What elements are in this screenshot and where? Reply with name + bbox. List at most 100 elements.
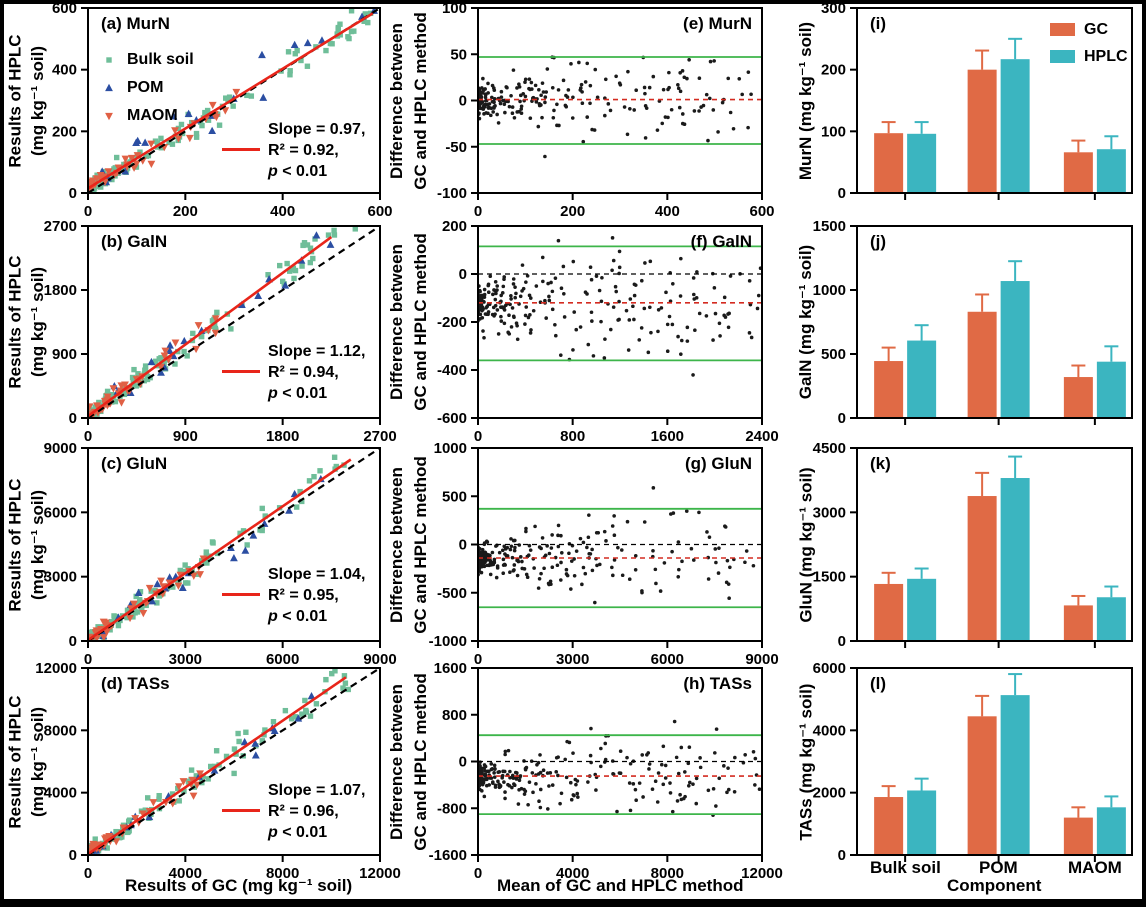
svg-text:8000: 8000 (266, 865, 299, 882)
svg-text:100: 100 (442, 0, 467, 17)
svg-text:400: 400 (655, 203, 680, 220)
fit-stats-c: Slope = 1.04, R² = 0.95, p < 0.01 (222, 564, 365, 627)
svg-text:-50: -50 (445, 139, 467, 156)
svg-text:9000: 9000 (44, 440, 77, 457)
svg-text:8000: 8000 (44, 722, 77, 739)
svg-text:4000: 4000 (169, 865, 202, 882)
svg-text:-200: -200 (437, 314, 467, 331)
y-axis-label: (mg kg⁻¹ soil) (28, 45, 48, 157)
svg-text:200: 200 (560, 203, 585, 220)
svg-text:200: 200 (173, 203, 198, 220)
svg-text:-400: -400 (437, 362, 467, 379)
y-axis-label: Difference between (386, 244, 406, 400)
fit-line-swatch (222, 148, 260, 151)
r2-text: R² = 0.94, (268, 364, 339, 381)
legend-item-gc: GC (1050, 16, 1128, 43)
svg-text:800: 800 (442, 707, 467, 724)
p-value-text: p < 0.01 (268, 385, 328, 402)
svg-text:4000: 4000 (813, 722, 846, 739)
method-legend: GC HPLC (1050, 16, 1128, 70)
panel-e-title: (e) MurN (683, 14, 752, 33)
legend-item-bulk-soil: Bulk soil (102, 46, 194, 74)
svg-text:2400: 2400 (745, 428, 778, 445)
slope-text: Slope = 0.97, (268, 121, 366, 138)
svg-text:0: 0 (69, 633, 77, 650)
svg-text:8000: 8000 (651, 865, 684, 882)
svg-text:1600: 1600 (434, 660, 467, 677)
panel-j-title: (j) (870, 232, 887, 251)
figure-background (4, 4, 1142, 899)
fit-stats-a: Slope = 0.97, R² = 0.92, p < 0.01 (222, 119, 366, 182)
svg-text:0: 0 (69, 847, 77, 864)
svg-text:0: 0 (459, 93, 467, 110)
bulk-soil-marker-icon (102, 53, 116, 67)
svg-text:0: 0 (838, 847, 846, 864)
svg-text:600: 600 (367, 203, 392, 220)
panel-b-title: (b) GalN (101, 232, 168, 251)
svg-text:600: 600 (52, 0, 77, 17)
y-axis-label: GalN (mg kg⁻¹ soil) (796, 244, 816, 400)
svg-text:12000: 12000 (35, 660, 77, 677)
y-axis-label: Results of HPLC (5, 255, 25, 389)
svg-text:-100: -100 (437, 185, 467, 202)
svg-text:0: 0 (838, 410, 846, 427)
svg-text:0: 0 (838, 633, 846, 650)
panel-l-title: (l) (870, 674, 887, 693)
svg-text:0: 0 (69, 410, 77, 427)
slope-text: Slope = 1.12, (268, 343, 366, 360)
svg-text:0: 0 (474, 203, 482, 220)
x-axis-label-col2: Mean of GC and HPLC method (497, 876, 744, 895)
panel-k-title: (k) (870, 454, 891, 473)
p-value-text: p < 0.01 (268, 824, 328, 841)
svg-text:1500: 1500 (813, 218, 846, 235)
y-axis-label: GC and HPLC method (410, 673, 430, 851)
svg-text:0: 0 (474, 865, 482, 882)
category-label-maom: MAOM (1068, 858, 1122, 877)
svg-text:6000: 6000 (813, 660, 846, 677)
panel-d-title: (d) TASs (101, 674, 170, 693)
y-axis-label: MurN (mg kg⁻¹ soil) (796, 21, 816, 181)
svg-text:500: 500 (442, 488, 467, 505)
svg-text:9000: 9000 (745, 651, 778, 668)
svg-text:0: 0 (838, 185, 846, 202)
svg-text:-800: -800 (437, 800, 467, 817)
category-label-bulk-soil: Bulk soil (870, 858, 941, 877)
svg-text:0: 0 (69, 185, 77, 202)
svg-text:-1000: -1000 (429, 633, 467, 650)
maom-marker-icon (102, 109, 116, 123)
fit-line-swatch (222, 809, 260, 812)
svg-text:0: 0 (84, 428, 92, 445)
svg-text:100: 100 (821, 123, 846, 140)
svg-text:9000: 9000 (363, 651, 396, 668)
svg-text:400: 400 (270, 203, 295, 220)
legend-label-gc: GC (1084, 20, 1108, 38)
svg-text:50: 50 (450, 46, 467, 63)
series-legend: Bulk soil POM MAOM (102, 46, 194, 130)
y-axis-label: (mg kg⁻¹ soil) (28, 706, 48, 818)
category-label-pom: POM (979, 858, 1018, 877)
svg-text:6000: 6000 (44, 504, 77, 521)
legend-item-hplc: HPLC (1050, 43, 1128, 70)
panel-a-title: (a) MurN (101, 14, 170, 33)
legend-item-maom: MAOM (102, 102, 194, 130)
panel-h-title: (h) TASs (683, 674, 752, 693)
svg-text:3000: 3000 (813, 504, 846, 521)
y-axis-label: (mg kg⁻¹ soil) (28, 489, 48, 601)
svg-text:1800: 1800 (44, 282, 77, 299)
legend-label-pom: POM (127, 79, 164, 96)
y-axis-label: Difference between (386, 684, 406, 840)
fit-stats-d: Slope = 1.07, R² = 0.96, p < 0.01 (222, 780, 365, 843)
y-axis-label: Results of HPLC (5, 478, 25, 612)
y-axis-label: (mg kg⁻¹ soil) (28, 266, 48, 378)
y-axis-label: GluN (mg kg⁻¹ soil) (796, 467, 816, 623)
svg-text:200: 200 (52, 123, 77, 140)
svg-text:1000: 1000 (434, 440, 467, 457)
svg-text:3000: 3000 (169, 651, 202, 668)
svg-text:200: 200 (442, 218, 467, 235)
legend-label-maom: MAOM (127, 107, 178, 124)
y-axis-label: GC and HPLC method (410, 233, 430, 411)
x-axis-label-col3: Component (947, 876, 1042, 895)
svg-text:500: 500 (821, 346, 846, 363)
svg-text:200: 200 (821, 62, 846, 79)
